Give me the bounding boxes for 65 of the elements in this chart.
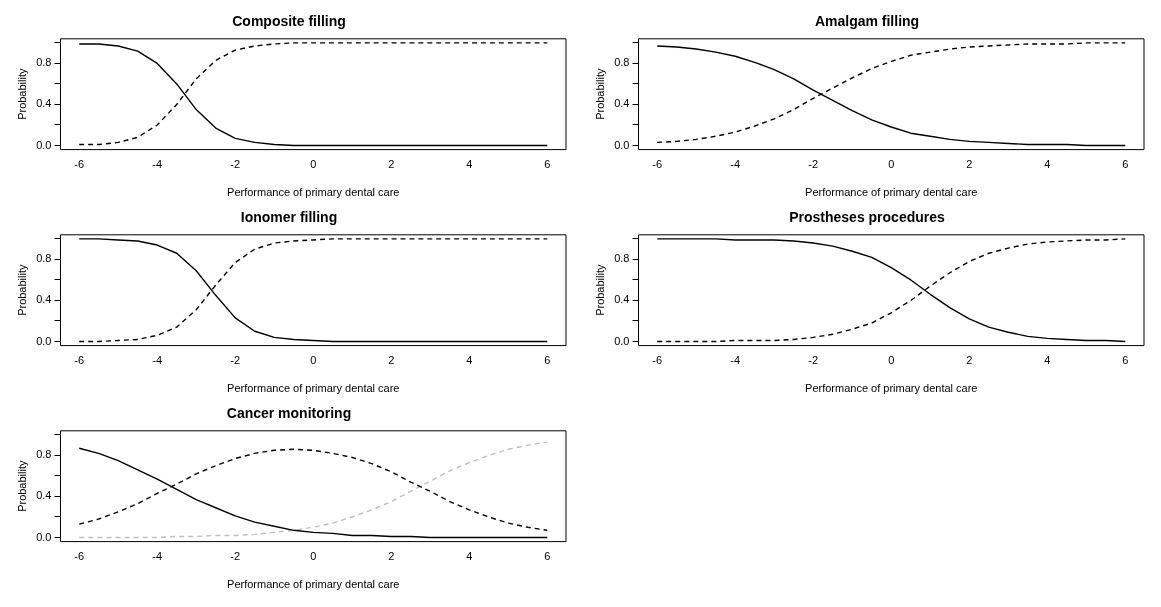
x-tick-label: -2 xyxy=(230,354,241,367)
x-tick-label: 2 xyxy=(388,550,395,563)
y-tick-label: 0.0 xyxy=(614,138,630,151)
y-axis-title: Probability xyxy=(15,68,28,120)
y-tick-label: 0.4 xyxy=(36,293,52,306)
x-tick-label: -4 xyxy=(152,550,163,563)
x-axis-title: Performance of primary dental care xyxy=(227,186,400,199)
y-tick-label: 0.4 xyxy=(36,97,52,110)
x-tick-label: 2 xyxy=(388,158,395,171)
x-axis-title: Performance of primary dental care xyxy=(227,382,400,395)
y-tick-label: 0.4 xyxy=(614,97,630,110)
chart-title: Composite filling xyxy=(232,13,346,30)
x-tick-label: -2 xyxy=(808,354,819,367)
x-tick-label: 4 xyxy=(466,550,473,563)
x-tick-label: 4 xyxy=(466,354,473,367)
chart-title: Cancer monitoring xyxy=(226,405,352,422)
y-tick-label: 0.8 xyxy=(614,252,630,265)
x-tick-label: 0 xyxy=(310,158,317,171)
chart-title: Ionomer filling xyxy=(240,209,338,226)
chart-title: Amalgam filling xyxy=(814,13,920,30)
x-tick-label: -6 xyxy=(74,354,85,367)
x-tick-label: 4 xyxy=(1044,158,1051,171)
x-tick-label: -6 xyxy=(74,158,85,171)
x-tick-label: -4 xyxy=(730,158,741,171)
x-tick-label: 6 xyxy=(1122,158,1129,171)
y-axis-title: Probability xyxy=(593,264,606,316)
x-tick-label: 0 xyxy=(888,158,895,171)
y-tick-label: 0.8 xyxy=(36,252,52,265)
x-tick-label: -4 xyxy=(152,158,163,171)
x-tick-label: 2 xyxy=(966,354,973,367)
y-tick-label: 0.0 xyxy=(36,138,52,151)
x-tick-label: 2 xyxy=(966,158,973,171)
x-tick-label: 6 xyxy=(544,550,551,563)
x-tick-label: -6 xyxy=(652,354,663,367)
y-tick-label: 0.0 xyxy=(36,334,52,347)
x-tick-label: 0 xyxy=(310,354,317,367)
x-tick-label: 4 xyxy=(1044,354,1051,367)
y-tick-label: 0.4 xyxy=(36,489,52,502)
x-tick-label: 6 xyxy=(544,354,551,367)
x-tick-label: -2 xyxy=(808,158,819,171)
x-axis-title: Performance of primary dental care xyxy=(805,382,978,395)
x-tick-label: 6 xyxy=(544,158,551,171)
y-axis-title: Probability xyxy=(593,68,606,120)
y-tick-label: 0.4 xyxy=(614,293,630,306)
y-axis-title: Probability xyxy=(15,264,28,316)
x-tick-label: -2 xyxy=(230,550,241,563)
x-axis-title: Performance of primary dental care xyxy=(805,186,978,199)
x-tick-label: -6 xyxy=(74,550,85,563)
y-tick-label: 0.0 xyxy=(36,530,52,543)
x-tick-label: 4 xyxy=(466,158,473,171)
x-tick-label: 2 xyxy=(388,354,395,367)
x-tick-label: 0 xyxy=(888,354,895,367)
y-tick-label: 0.8 xyxy=(36,56,52,69)
y-tick-label: 0.0 xyxy=(614,334,630,347)
x-tick-label: -4 xyxy=(152,354,163,367)
y-tick-label: 0.8 xyxy=(614,56,630,69)
x-tick-label: 6 xyxy=(1122,354,1129,367)
x-tick-label: -6 xyxy=(652,158,663,171)
y-tick-label: 0.8 xyxy=(36,448,52,461)
x-axis-title: Performance of primary dental care xyxy=(227,578,400,591)
x-tick-label: 0 xyxy=(310,550,317,563)
x-tick-label: -4 xyxy=(730,354,741,367)
chart-title: Prostheses procedures xyxy=(789,209,946,226)
x-tick-label: -2 xyxy=(230,158,241,171)
y-axis-title: Probability xyxy=(15,460,28,512)
